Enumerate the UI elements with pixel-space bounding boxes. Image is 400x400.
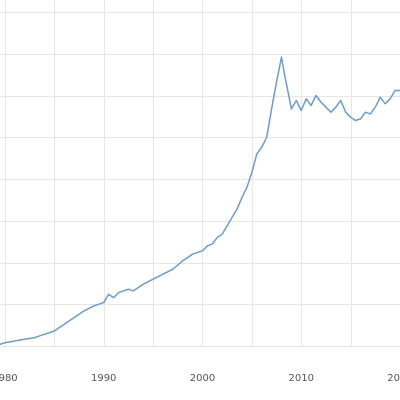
x-tick-label: 2000 [190,373,215,384]
x-axis-tick-labels: 1980 1990 2000 2010 2020 [0,373,400,384]
series-line [0,56,400,346]
x-tick-label: 2010 [289,373,314,384]
horizontal-grid-lines [0,12,400,347]
x-tick-label: 1990 [91,373,116,384]
vertical-grid-lines [5,0,352,346]
series-layer [0,56,400,346]
x-tick-label: 1980 [0,373,18,384]
x-tick-label: 2020 [387,373,400,384]
